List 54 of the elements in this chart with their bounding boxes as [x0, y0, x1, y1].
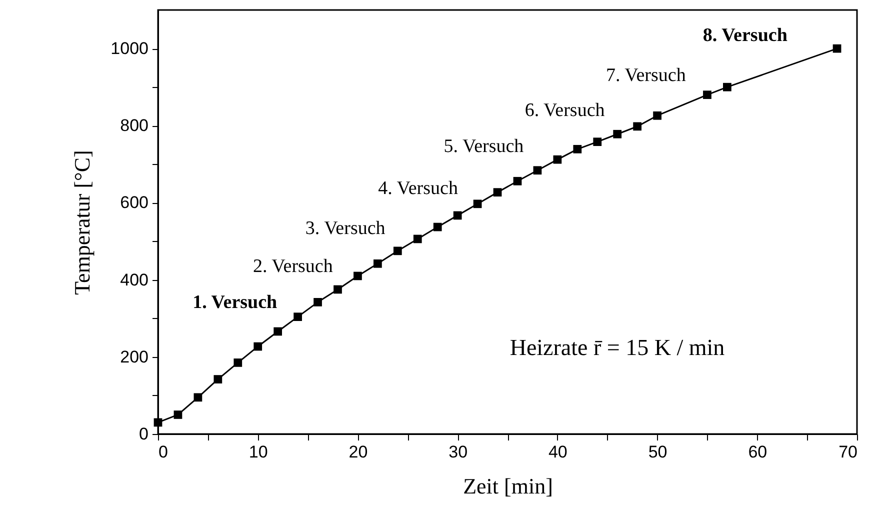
- point: [633, 122, 642, 131]
- point: [703, 90, 712, 99]
- annotation: Heizrate r̄ = 15 K / min: [510, 334, 726, 360]
- point: [493, 188, 502, 197]
- x-tick-label: 30: [448, 442, 468, 462]
- point: [413, 234, 422, 244]
- y-tick-label: 200: [120, 347, 148, 366]
- point: [274, 327, 282, 336]
- annotation: 4. Versuch: [378, 178, 458, 200]
- y-tick-label: 0: [139, 424, 148, 444]
- point: [613, 130, 622, 138]
- point: [653, 111, 662, 120]
- x-axis-title: Zeit [min]: [463, 474, 553, 498]
- point: [334, 285, 342, 294]
- point: [194, 393, 202, 402]
- point: [593, 138, 602, 146]
- point: [374, 259, 382, 268]
- x-tick-label: 70: [838, 442, 858, 462]
- y-axis-title: Temperatur [°C]: [70, 150, 95, 295]
- x-tick-label: 0: [158, 442, 168, 462]
- x-tick-label: 10: [248, 442, 268, 462]
- point: [314, 298, 322, 306]
- x-tick-label: 60: [748, 442, 768, 462]
- x-tick-label: 40: [548, 442, 568, 462]
- point: [533, 166, 542, 175]
- x-tick-label: 20: [348, 442, 368, 462]
- point: [354, 272, 362, 280]
- y-tick-label: 1000: [110, 39, 148, 58]
- point: [723, 82, 732, 92]
- point: [294, 312, 302, 322]
- point: [513, 176, 522, 186]
- annotation: 1. Versuch: [192, 292, 278, 314]
- point: [473, 200, 482, 208]
- annotation: 8. Versuch: [702, 25, 788, 46]
- point: [154, 418, 162, 427]
- x-tick-label: 50: [648, 442, 668, 462]
- point: [234, 358, 242, 367]
- y-tick-label: 400: [120, 270, 148, 290]
- point: [553, 155, 562, 164]
- point: [832, 44, 842, 53]
- y-tick-label: 600: [120, 193, 148, 212]
- point: [174, 410, 182, 419]
- annotation: 6. Versuch: [524, 100, 606, 122]
- annotation: 7. Versuch: [606, 64, 686, 86]
- point: [433, 222, 442, 232]
- point: [453, 211, 462, 220]
- annotation: 5. Versuch: [444, 136, 524, 158]
- annotation: 3. Versuch: [305, 218, 386, 239]
- point: [393, 246, 402, 256]
- point: [254, 342, 262, 351]
- point: [573, 144, 582, 154]
- y-tick-label: 800: [120, 116, 148, 136]
- annotation: 2. Versuch: [252, 256, 334, 278]
- point: [214, 375, 222, 384]
